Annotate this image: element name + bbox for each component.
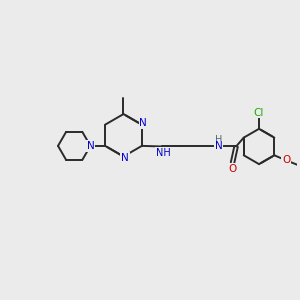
- Text: N: N: [121, 153, 129, 163]
- Text: H: H: [215, 135, 222, 145]
- Text: Cl: Cl: [254, 108, 264, 118]
- Text: O: O: [228, 164, 237, 173]
- Text: O: O: [282, 155, 290, 165]
- Text: NH: NH: [156, 148, 170, 158]
- Text: N: N: [140, 118, 147, 128]
- Text: N: N: [86, 141, 94, 151]
- Text: N: N: [214, 142, 222, 152]
